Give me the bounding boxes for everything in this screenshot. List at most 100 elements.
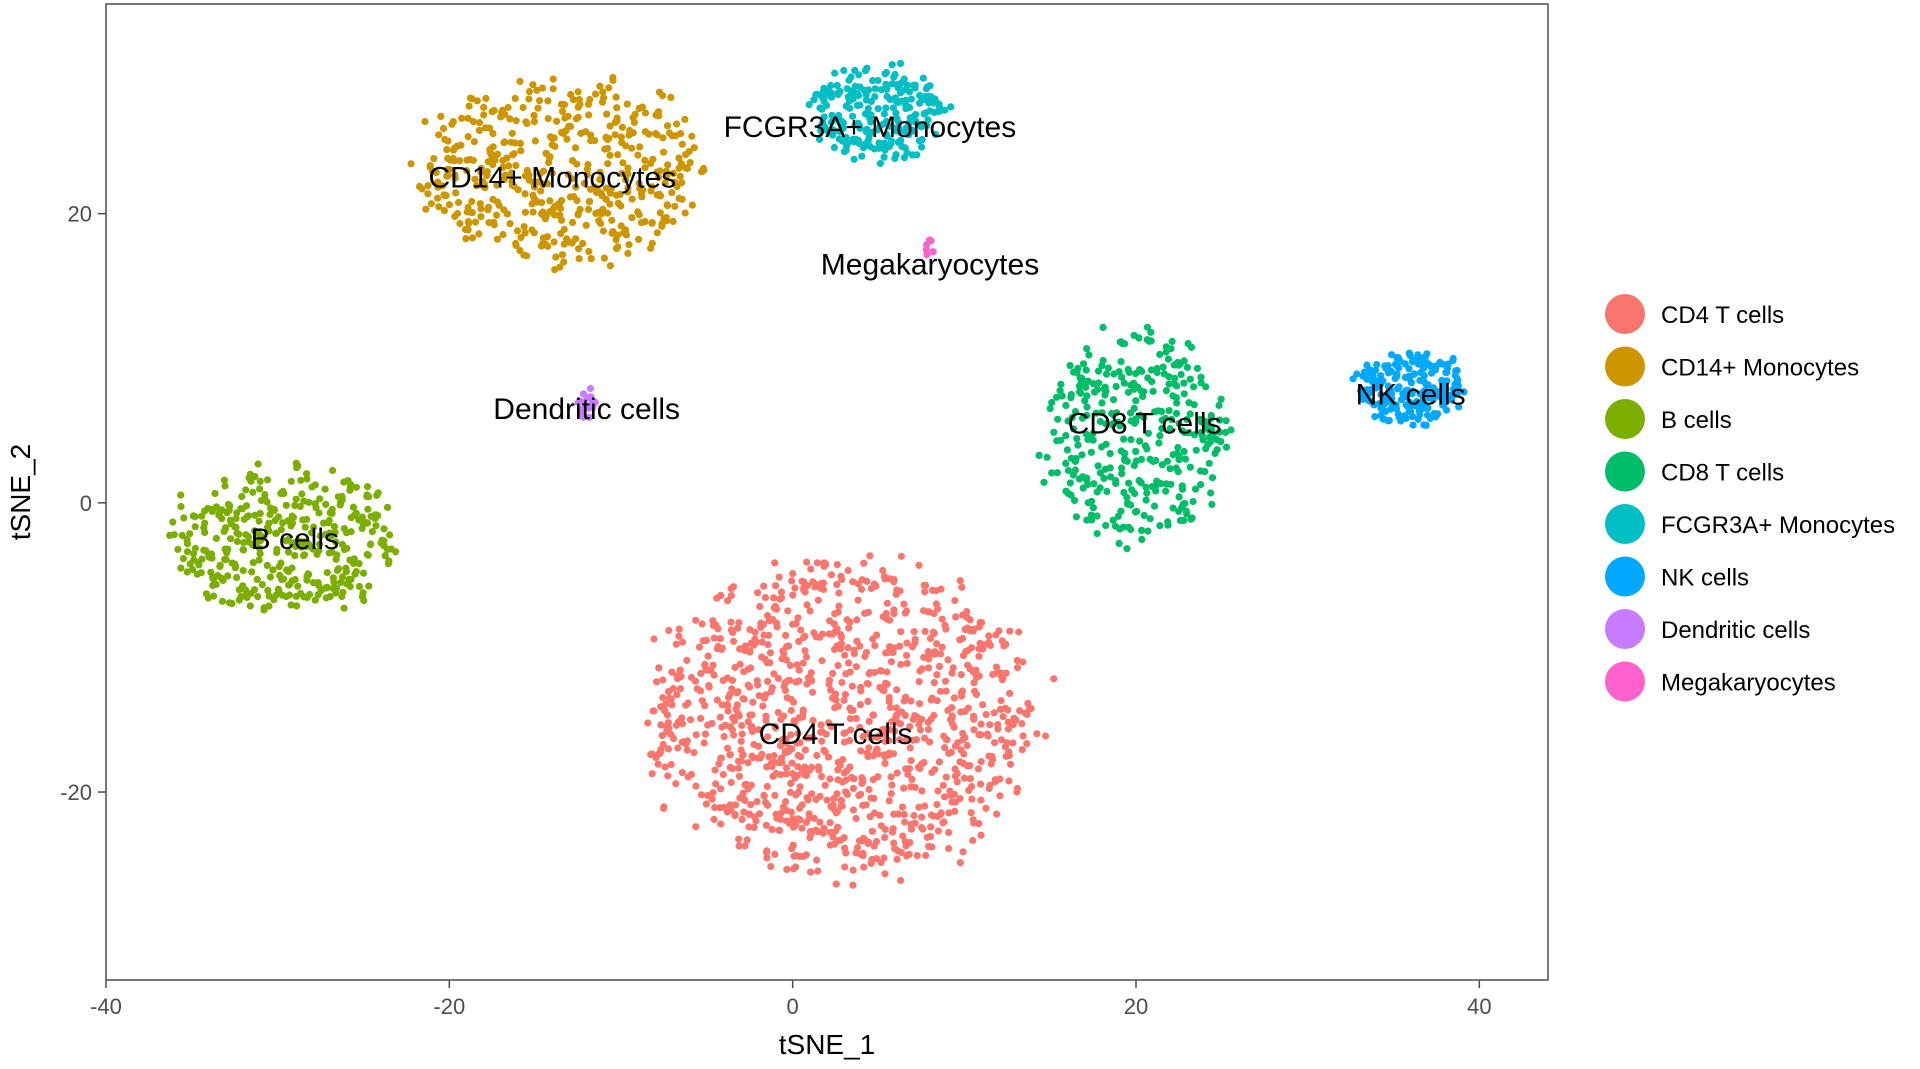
data-point [584, 160, 592, 169]
data-point [512, 161, 520, 170]
data-point [791, 821, 799, 830]
data-point [551, 142, 559, 150]
data-point [292, 495, 300, 503]
data-point [1144, 374, 1152, 382]
data-point [871, 85, 879, 93]
data-point [293, 602, 301, 610]
data-point [783, 694, 791, 702]
data-point [1142, 483, 1150, 491]
data-point [1035, 451, 1043, 459]
data-point [675, 154, 683, 162]
data-point [699, 637, 707, 645]
data-point [826, 775, 834, 783]
data-point [678, 140, 686, 148]
legend-swatch [1605, 294, 1645, 334]
data-point [264, 586, 272, 595]
data-point [919, 74, 927, 82]
data-point [208, 507, 216, 515]
data-point [325, 549, 333, 557]
data-point [628, 214, 636, 222]
data-point [611, 131, 619, 139]
data-point [210, 592, 218, 600]
data-point [1093, 512, 1101, 520]
data-point [1124, 388, 1132, 396]
data-point [782, 764, 791, 772]
legend-swatch [1605, 504, 1645, 544]
data-point [523, 166, 531, 174]
data-point [613, 114, 621, 122]
data-point [863, 64, 871, 72]
data-point [1166, 465, 1174, 473]
data-point [763, 782, 771, 791]
data-point [750, 823, 758, 832]
data-point [1160, 370, 1168, 378]
data-point [291, 501, 299, 510]
data-point [209, 581, 217, 590]
data-point [724, 693, 733, 702]
cluster-points-2 [166, 459, 400, 614]
data-point [858, 152, 866, 160]
data-point [647, 244, 655, 252]
data-point [770, 670, 778, 678]
data-point [833, 790, 841, 798]
data-point [564, 170, 573, 179]
data-point [681, 115, 689, 123]
data-point [808, 688, 817, 696]
data-point [975, 652, 983, 660]
data-point [294, 462, 302, 470]
data-point [1005, 777, 1013, 785]
data-point [819, 829, 827, 837]
data-point [713, 696, 721, 704]
data-point [850, 775, 858, 783]
data-point [809, 578, 817, 586]
data-point [935, 100, 943, 108]
data-point [202, 590, 210, 598]
data-point [333, 566, 341, 575]
data-point [776, 742, 785, 750]
data-point [874, 76, 882, 85]
data-point [1209, 433, 1217, 441]
data-point [480, 111, 488, 119]
data-point [708, 719, 716, 728]
data-point [1108, 409, 1116, 418]
data-point [1069, 425, 1078, 433]
data-point [867, 118, 875, 126]
data-point [782, 735, 790, 744]
data-point [323, 569, 331, 577]
data-point [486, 124, 494, 132]
data-point [869, 77, 877, 85]
data-point [835, 589, 843, 597]
data-point [929, 248, 937, 256]
cluster-points-5 [1349, 349, 1468, 429]
data-point [1033, 730, 1041, 738]
data-point [233, 537, 241, 546]
data-point [745, 810, 754, 818]
data-point [836, 761, 844, 769]
data-point [641, 156, 649, 164]
data-point [734, 757, 743, 765]
data-point [560, 258, 568, 266]
data-point [511, 139, 519, 147]
data-point [940, 732, 948, 740]
data-point [960, 774, 969, 782]
data-point [1100, 474, 1108, 482]
data-point [1432, 387, 1440, 395]
data-point [201, 507, 209, 515]
data-point [792, 620, 800, 628]
data-point [1454, 382, 1462, 390]
data-point [1133, 507, 1141, 516]
data-point [1158, 461, 1166, 469]
data-point [255, 517, 263, 525]
data-point [774, 708, 782, 717]
data-point [927, 832, 935, 841]
data-point [866, 813, 874, 821]
data-point [506, 115, 514, 123]
data-point [668, 668, 676, 676]
data-point [970, 679, 978, 687]
data-point [183, 536, 191, 544]
data-point [1206, 438, 1214, 446]
data-point [222, 555, 230, 564]
data-point [862, 128, 871, 136]
data-point [1016, 707, 1024, 715]
data-point [788, 745, 796, 753]
